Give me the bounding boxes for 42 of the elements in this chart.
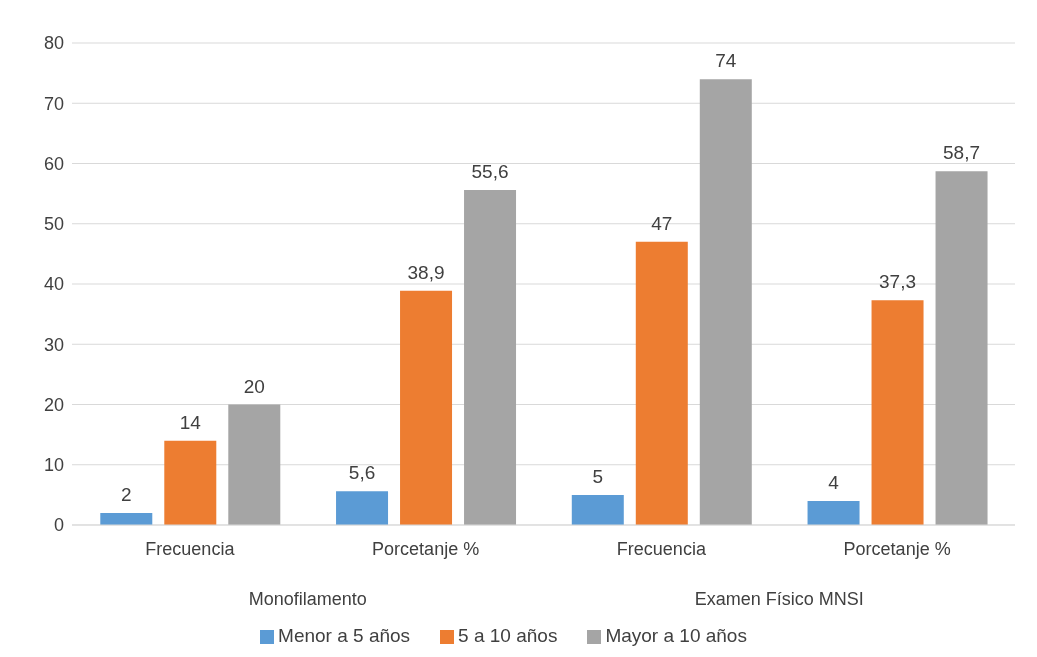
bar xyxy=(571,494,624,525)
y-tick-label: 20 xyxy=(43,394,64,415)
x-tick-label: Frecuencia xyxy=(616,539,707,559)
x-tick-label: Porcetanje % xyxy=(843,539,951,559)
bar xyxy=(464,190,517,525)
bar xyxy=(336,491,389,525)
data-label: 55,6 xyxy=(471,161,509,183)
bar xyxy=(635,241,688,525)
x-tick-label: Frecuencia xyxy=(145,539,236,559)
legend-label: Menor a 5 años xyxy=(278,625,411,646)
text: Examen Físico MNSI xyxy=(694,589,864,609)
bar xyxy=(871,300,924,525)
legend-label: Mayor a 10 años xyxy=(605,625,747,646)
bar xyxy=(100,512,153,525)
data-label: 4 xyxy=(828,471,840,493)
data-label: 47 xyxy=(651,212,673,234)
data-label: 5 xyxy=(592,465,604,487)
y-tick-label: 80 xyxy=(43,33,64,54)
data-label: 38,9 xyxy=(407,261,445,283)
x-tick-label: Porcetanje % xyxy=(372,539,480,559)
y-tick-label: 70 xyxy=(43,93,64,114)
bar xyxy=(807,500,860,525)
y-tick-label: 50 xyxy=(43,214,64,235)
data-label: 5,6 xyxy=(348,462,376,484)
bar xyxy=(699,79,752,525)
y-tick-label: 60 xyxy=(43,153,64,174)
y-tick-label: 0 xyxy=(53,515,64,536)
text: Monofilamento xyxy=(248,589,367,609)
data-label: 58,7 xyxy=(943,142,981,164)
y-tick-label: 40 xyxy=(43,274,64,295)
bar xyxy=(164,440,217,525)
legend-label: 5 a 10 años xyxy=(458,625,558,646)
data-label: 2 xyxy=(121,483,132,505)
y-tick-label: 10 xyxy=(43,455,64,476)
y-tick-label: 30 xyxy=(43,334,64,355)
bar xyxy=(935,171,988,525)
data-label: 37,3 xyxy=(879,271,917,293)
data-label: 20 xyxy=(243,375,265,397)
data-label: 74 xyxy=(715,50,737,72)
bar xyxy=(228,404,281,525)
data-label: 14 xyxy=(179,411,202,433)
bar xyxy=(400,290,453,525)
